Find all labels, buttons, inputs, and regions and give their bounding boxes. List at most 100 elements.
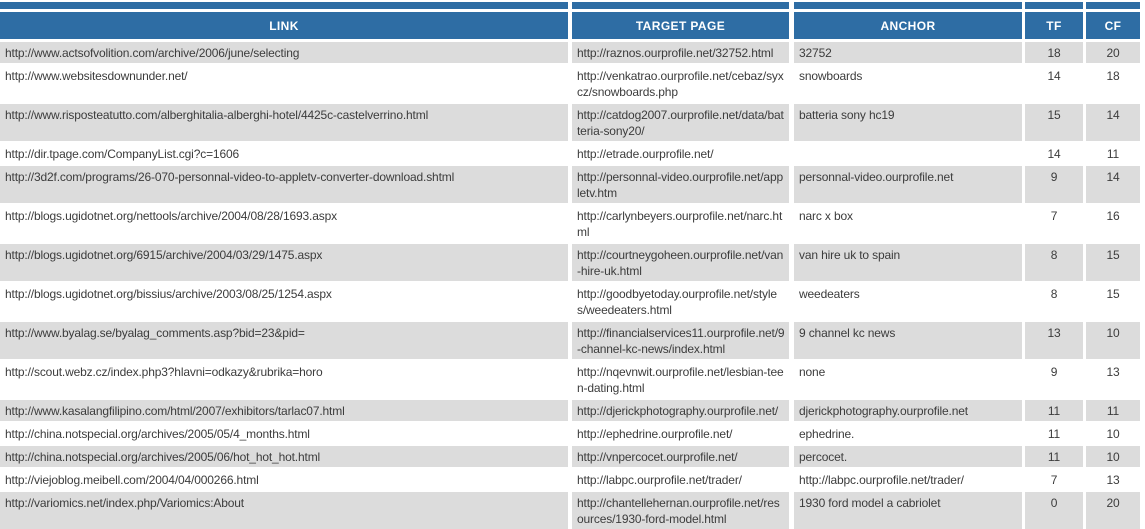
top-strip-cell	[0, 2, 572, 12]
column-header-target-page[interactable]: TARGET PAGE	[572, 12, 794, 42]
cell-tf-value: 11	[1025, 446, 1086, 469]
cell-cf-value: 14	[1086, 104, 1140, 143]
cell-anchor-text: none	[794, 361, 1025, 400]
top-strip-cell	[1086, 2, 1140, 12]
cell-cf-value: 10	[1086, 423, 1140, 446]
cell-cf-value: 16	[1086, 205, 1140, 244]
cell-tf-value: 15	[1025, 104, 1086, 143]
cell-target-page: http://vnpercocet.ourprofile.net/	[572, 446, 794, 469]
table-row: http://www.kasalangfilipino.com/html/200…	[0, 400, 1140, 423]
cell-target-page: http://catdog2007.ourprofile.net/data/ba…	[572, 104, 794, 143]
table-row: http://blogs.ugidotnet.org/6915/archive/…	[0, 244, 1140, 283]
cell-tf-value: 7	[1025, 469, 1086, 492]
table-row: http://www.websitesdownunder.net/ http:/…	[0, 65, 1140, 104]
cell-link-url: http://scout.webz.cz/index.php3?hlavni=o…	[0, 361, 572, 400]
cell-link-url: http://china.notspecial.org/archives/200…	[0, 446, 572, 469]
table-row: http://www.byalag.se/byalag_comments.asp…	[0, 322, 1140, 361]
table-row: http://viejoblog.meibell.com/2004/04/000…	[0, 469, 1140, 492]
cell-link-url: http://dir.tpage.com/CompanyList.cgi?c=1…	[0, 143, 572, 166]
cell-link-url: http://blogs.ugidotnet.org/bissius/archi…	[0, 283, 572, 322]
cell-target-page: http://carlynbeyers.ourprofile.net/narc.…	[572, 205, 794, 244]
cell-target-page: http://nqevnwit.ourprofile.net/lesbian-t…	[572, 361, 794, 400]
cell-link-url: http://variomics.net/index.php/Variomics…	[0, 492, 572, 529]
table-row: http://3d2f.com/programs/26-070-personna…	[0, 166, 1140, 205]
cell-target-page: http://etrade.ourprofile.net/	[572, 143, 794, 166]
cell-anchor-text: http://labpc.ourprofile.net/trader/	[794, 469, 1025, 492]
column-header-anchor[interactable]: ANCHOR	[794, 12, 1025, 42]
cell-link-url: http://www.byalag.se/byalag_comments.asp…	[0, 322, 572, 361]
cell-anchor-text: narc x box	[794, 205, 1025, 244]
table-top-strip	[0, 2, 1140, 12]
cell-anchor-text: batteria sony hc19	[794, 104, 1025, 143]
cell-cf-value: 14	[1086, 166, 1140, 205]
cell-tf-value: 9	[1025, 166, 1086, 205]
top-strip-cell	[572, 2, 794, 12]
cell-cf-value: 10	[1086, 446, 1140, 469]
cell-anchor-text	[794, 143, 1025, 166]
cell-anchor-text: 32752	[794, 42, 1025, 65]
cell-target-page: http://raznos.ourprofile.net/32752.html	[572, 42, 794, 65]
cell-link-url: http://china.notspecial.org/archives/200…	[0, 423, 572, 446]
header-row: LINK TARGET PAGE ANCHOR TF CF	[0, 12, 1140, 42]
cell-cf-value: 20	[1086, 42, 1140, 65]
table-row: http://scout.webz.cz/index.php3?hlavni=o…	[0, 361, 1140, 400]
cell-anchor-text: snowboards	[794, 65, 1025, 104]
cell-tf-value: 14	[1025, 143, 1086, 166]
table-body: http://www.actsofvolition.com/archive/20…	[0, 42, 1140, 529]
cell-tf-value: 0	[1025, 492, 1086, 529]
cell-anchor-text: 1930 ford model a cabriolet	[794, 492, 1025, 529]
cell-target-page: http://venkatrao.ourprofile.net/cebaz/sy…	[572, 65, 794, 104]
cell-cf-value: 10	[1086, 322, 1140, 361]
cell-anchor-text: ephedrine.	[794, 423, 1025, 446]
table-row: http://www.actsofvolition.com/archive/20…	[0, 42, 1140, 65]
cell-tf-value: 8	[1025, 244, 1086, 283]
cell-cf-value: 20	[1086, 492, 1140, 529]
cell-target-page: http://chantellehernan.ourprofile.net/re…	[572, 492, 794, 529]
cell-anchor-text: van hire uk to spain	[794, 244, 1025, 283]
top-strip-cell	[794, 2, 1025, 12]
table-header: LINK TARGET PAGE ANCHOR TF CF	[0, 2, 1140, 42]
cell-cf-value: 13	[1086, 361, 1140, 400]
cell-cf-value: 15	[1086, 244, 1140, 283]
cell-tf-value: 14	[1025, 65, 1086, 104]
cell-link-url: http://www.risposteatutto.com/alberghita…	[0, 104, 572, 143]
table-row: http://china.notspecial.org/archives/200…	[0, 446, 1140, 469]
cell-target-page: http://goodbyetoday.ourprofile.net/style…	[572, 283, 794, 322]
cell-tf-value: 9	[1025, 361, 1086, 400]
table-row: http://variomics.net/index.php/Variomics…	[0, 492, 1140, 529]
cell-target-page: http://personnal-video.ourprofile.net/ap…	[572, 166, 794, 205]
cell-tf-value: 11	[1025, 423, 1086, 446]
cell-tf-value: 18	[1025, 42, 1086, 65]
cell-link-url: http://www.actsofvolition.com/archive/20…	[0, 42, 572, 65]
column-header-cf[interactable]: CF	[1086, 12, 1140, 42]
cell-anchor-text: 9 channel kc news	[794, 322, 1025, 361]
cell-link-url: http://www.websitesdownunder.net/	[0, 65, 572, 104]
top-strip-cell	[1025, 2, 1086, 12]
cell-target-page: http://ephedrine.ourprofile.net/	[572, 423, 794, 446]
cell-cf-value: 11	[1086, 143, 1140, 166]
table-row: http://blogs.ugidotnet.org/nettools/arch…	[0, 205, 1140, 244]
column-header-link[interactable]: LINK	[0, 12, 572, 42]
cell-tf-value: 7	[1025, 205, 1086, 244]
cell-link-url: http://blogs.ugidotnet.org/nettools/arch…	[0, 205, 572, 244]
cell-anchor-text: percocet.	[794, 446, 1025, 469]
cell-target-page: http://labpc.ourprofile.net/trader/	[572, 469, 794, 492]
table-row: http://dir.tpage.com/CompanyList.cgi?c=1…	[0, 143, 1140, 166]
column-header-tf[interactable]: TF	[1025, 12, 1086, 42]
cell-link-url: http://viejoblog.meibell.com/2004/04/000…	[0, 469, 572, 492]
cell-link-url: http://3d2f.com/programs/26-070-personna…	[0, 166, 572, 205]
cell-link-url: http://blogs.ugidotnet.org/6915/archive/…	[0, 244, 572, 283]
cell-target-page: http://financialservices11.ourprofile.ne…	[572, 322, 794, 361]
cell-anchor-text: djerickphotography.ourprofile.net	[794, 400, 1025, 423]
cell-link-url: http://www.kasalangfilipino.com/html/200…	[0, 400, 572, 423]
cell-tf-value: 13	[1025, 322, 1086, 361]
cell-tf-value: 11	[1025, 400, 1086, 423]
table-row: http://www.risposteatutto.com/alberghita…	[0, 104, 1140, 143]
table-row: http://china.notspecial.org/archives/200…	[0, 423, 1140, 446]
cell-cf-value: 13	[1086, 469, 1140, 492]
cell-anchor-text: personnal-video.ourprofile.net	[794, 166, 1025, 205]
table-row: http://blogs.ugidotnet.org/bissius/archi…	[0, 283, 1140, 322]
cell-target-page: http://djerickphotography.ourprofile.net…	[572, 400, 794, 423]
